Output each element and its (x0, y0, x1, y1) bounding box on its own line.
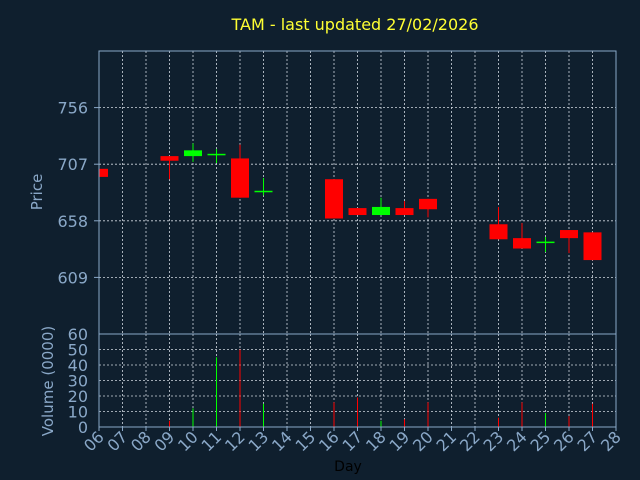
candle (184, 143, 202, 162)
candle (98, 168, 108, 177)
volume-tick-label: 40 (68, 356, 88, 375)
candle (560, 230, 578, 254)
x-axis-label: Day (334, 459, 362, 475)
candle-body (395, 208, 414, 216)
candle-body (560, 230, 578, 239)
candle (207, 149, 226, 164)
candle-body (348, 208, 367, 216)
x-tick-label: 28 (597, 427, 625, 455)
candle (160, 156, 179, 180)
candle (513, 223, 531, 249)
candle-body (254, 190, 273, 193)
price-panel: 609 658 707 756 Price (28, 50, 617, 335)
candle-body (207, 153, 226, 156)
candle (372, 197, 390, 216)
candle (489, 206, 508, 240)
candle (231, 144, 249, 198)
volume-tick-label: 30 (68, 372, 88, 391)
candle-body (372, 206, 390, 216)
candle-body (536, 241, 555, 244)
price-tick-label: 658 (57, 212, 88, 231)
candle-body (184, 150, 202, 157)
volume-axis-label: Volume (0000) (39, 326, 57, 436)
volume-tick-label: 10 (68, 403, 88, 422)
volume-tick-label: 0 (78, 418, 88, 437)
candle (348, 208, 367, 216)
candle-body (583, 232, 602, 261)
candle (536, 236, 555, 252)
candle-body (419, 198, 437, 210)
candle (395, 201, 414, 216)
chart-title: TAM - last updated 27/02/2026 (230, 15, 478, 34)
candle-body (99, 168, 108, 177)
price-tick-label: 756 (57, 99, 88, 118)
candle (325, 179, 343, 219)
volume-tick-label: 60 (68, 325, 88, 344)
candle-body (513, 238, 531, 249)
price-axis-label: Price (28, 174, 46, 211)
candle (583, 232, 602, 261)
candle-body (489, 224, 508, 240)
price-tick-label: 707 (57, 155, 88, 174)
price-tick-label: 609 (57, 268, 88, 287)
candle (419, 198, 437, 218)
candle (254, 178, 273, 196)
x-axis-ticks: 0607080910111213141516171819202122232425… (80, 427, 625, 455)
candle-body (160, 156, 179, 161)
candle-body (325, 179, 343, 219)
volume-tick-label: 20 (68, 387, 88, 406)
candle-body (231, 158, 249, 198)
volume-tick-label: 50 (68, 341, 88, 360)
